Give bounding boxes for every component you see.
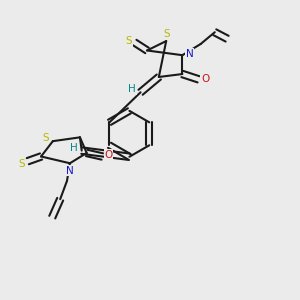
- Text: N: N: [186, 49, 194, 59]
- Text: N: N: [66, 166, 74, 176]
- Text: S: S: [125, 36, 132, 46]
- Text: H: H: [128, 84, 136, 94]
- Text: S: S: [163, 29, 169, 39]
- Text: O: O: [201, 74, 209, 84]
- Text: O: O: [105, 150, 113, 160]
- Text: S: S: [42, 133, 49, 143]
- Text: S: S: [18, 158, 25, 169]
- Text: H: H: [70, 142, 77, 153]
